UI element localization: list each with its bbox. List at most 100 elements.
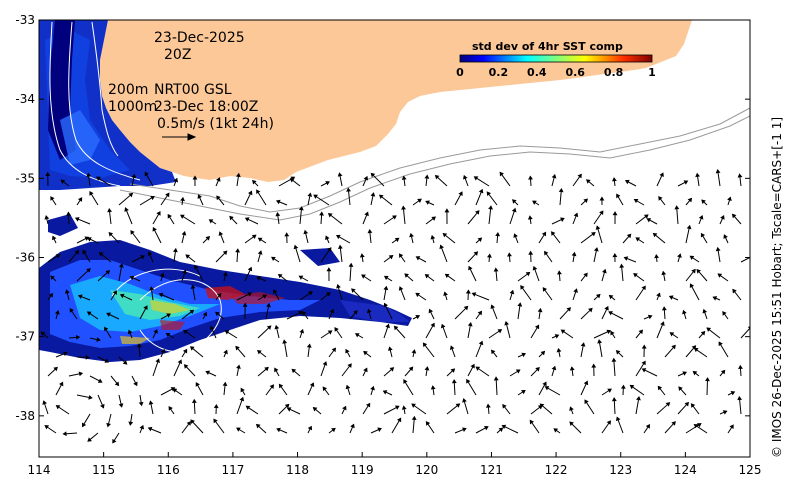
velocity-arrow-head [98, 251, 104, 257]
velocity-arrow-head [690, 403, 696, 408]
velocity-arrow-head [415, 292, 421, 298]
velocity-arrow-head [77, 197, 83, 202]
velocity-arrow-head [275, 199, 281, 205]
velocity-arrow-head [150, 195, 155, 201]
velocity-arrow-head [633, 198, 639, 204]
velocity-arrow-head [700, 232, 706, 238]
velocity-arrow-head [235, 248, 241, 253]
velocity-arrow-head [693, 424, 699, 429]
velocity-arrow-head [144, 171, 149, 177]
velocity-arrow-head [244, 217, 250, 222]
velocity-arrow-head [354, 333, 360, 338]
velocity-arrow-head [560, 217, 565, 222]
velocity-arrow-head [348, 262, 354, 267]
velocity-arrow-head [458, 191, 463, 196]
velocity-arrow-head [475, 210, 480, 215]
velocity-arrow-head [556, 347, 562, 353]
sst-patch-offshore [39, 214, 412, 362]
velocity-arrow-head [487, 253, 492, 258]
velocity-arrow-head [331, 347, 336, 353]
velocity-arrow-head [722, 311, 727, 316]
velocity-arrow-head [306, 343, 312, 348]
velocity-arrow-head [55, 310, 60, 315]
velocity-arrow-head [645, 424, 651, 429]
velocity-arrow-head [235, 172, 241, 178]
colorbar: std dev of 4hr SST comp 0 0.2 0.4 0.6 0.8 1 [456, 40, 656, 79]
velocity-arrow-head [236, 427, 241, 432]
velocity-arrow-head [504, 320, 510, 326]
velocity-arrow-head [284, 232, 290, 237]
velocity-arrow-head [182, 348, 188, 354]
velocity-arrow-head [286, 407, 292, 412]
velocity-arrow-head [367, 229, 373, 234]
velocity-arrow-head [471, 292, 477, 297]
lon-tick-label: 125 [739, 463, 762, 477]
velocity-arrow-head [114, 381, 120, 387]
velocity-arrow-head [59, 381, 64, 387]
velocity-arrow-head [223, 349, 228, 355]
velocity-arrow-head [717, 273, 723, 278]
velocity-arrow-head [738, 364, 743, 370]
velocity-arrow-head [322, 361, 328, 366]
velocity-arrow-head [641, 285, 646, 291]
velocity-arrow-head [597, 339, 603, 344]
velocity-arrow-head [273, 289, 278, 294]
velocity-arrow-head [139, 424, 145, 430]
velocity-arrow-head [551, 231, 556, 236]
velocity-arrow [740, 256, 750, 263]
velocity-arrow-head [551, 365, 557, 371]
isobath-label-1000: 1000m [108, 99, 157, 115]
lon-tick-label: 122 [545, 463, 568, 477]
lon-tick-label: 119 [351, 463, 374, 477]
velocity-arrow-head [378, 194, 384, 200]
velocity-arrow-head [159, 272, 165, 278]
velocity-arrow-head [322, 386, 328, 392]
velocity-arrow-head [535, 367, 540, 372]
velocity-arrow-head [444, 208, 450, 213]
velocity-arrow-head [569, 406, 574, 412]
velocity-arrow-head [350, 423, 355, 429]
velocity-arrow-head [730, 391, 736, 396]
velocity-arrow-head [308, 291, 313, 296]
velocity-arrow-head [591, 363, 597, 368]
velocity-arrow-head [45, 171, 51, 176]
velocity-arrow-head [82, 422, 87, 428]
velocity-arrow-head [235, 345, 240, 351]
velocity-arrow-head [74, 217, 80, 222]
velocity-arrow-head [245, 405, 251, 411]
velocity-arrow-head [256, 350, 262, 355]
velocity-arrow-head [623, 256, 629, 261]
velocity-arrow-head [463, 305, 469, 311]
velocity-arrow-head [118, 403, 124, 408]
velocity-arrow-head [430, 234, 436, 240]
velocity-arrow-head [652, 232, 658, 238]
velocity-arrow-head [527, 215, 533, 220]
velocity-arrow-head [512, 199, 517, 204]
velocity-arrow-head [190, 284, 196, 289]
velocity-arrow-head [700, 330, 706, 336]
velocity-arrow-head [361, 274, 366, 279]
velocity-arrow-head [122, 360, 128, 365]
velocity-arrow-head [737, 173, 743, 178]
velocity-arrow-head [722, 410, 728, 415]
velocity-arrow-head [473, 176, 479, 181]
velocity-arrow-head [683, 180, 689, 185]
velocity-arrow-head [608, 294, 614, 300]
velocity-arrow-head [266, 325, 272, 330]
colorbar-tick-label: 0.4 [527, 66, 547, 79]
velocity-arrow-head [692, 370, 698, 376]
velocity-arrow-head [345, 384, 351, 390]
colorbar-tick-label: 0.6 [565, 66, 585, 79]
velocity-arrow-head [173, 177, 179, 183]
velocity-arrow-head [42, 400, 47, 405]
velocity-arrow-head [242, 302, 248, 307]
velocity-arrow-head [612, 253, 618, 258]
velocity-arrow-head [74, 249, 80, 255]
velocity-arrow-head [701, 199, 706, 205]
velocity-arrow-head [55, 254, 61, 259]
velocity-arrow-head [251, 234, 257, 240]
velocity-arrow-head [593, 247, 599, 252]
velocity-arrow-head [119, 293, 125, 299]
velocity-arrow-head [183, 329, 188, 335]
velocity-arrow-head [86, 237, 92, 242]
